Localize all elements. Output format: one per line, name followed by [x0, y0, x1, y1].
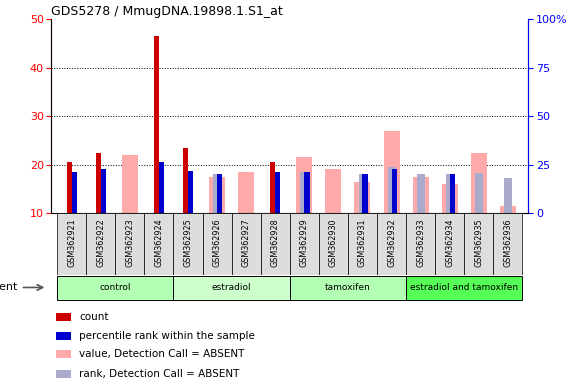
- Bar: [213, 174, 221, 213]
- Bar: [217, 174, 222, 213]
- Text: GSM362927: GSM362927: [242, 218, 251, 267]
- Text: value, Detection Call = ABSENT: value, Detection Call = ABSENT: [79, 349, 244, 359]
- FancyBboxPatch shape: [464, 213, 493, 275]
- Bar: [57, 370, 71, 378]
- Bar: [500, 206, 516, 213]
- FancyBboxPatch shape: [174, 213, 203, 275]
- FancyBboxPatch shape: [57, 213, 86, 275]
- Bar: [72, 172, 77, 213]
- Bar: [154, 36, 159, 213]
- Bar: [184, 174, 192, 213]
- Bar: [304, 172, 309, 213]
- Text: GSM362932: GSM362932: [387, 218, 396, 266]
- FancyBboxPatch shape: [377, 213, 406, 275]
- FancyBboxPatch shape: [203, 213, 232, 275]
- Bar: [57, 350, 71, 358]
- Bar: [384, 131, 400, 213]
- Text: percentile rank within the sample: percentile rank within the sample: [79, 331, 255, 341]
- FancyBboxPatch shape: [290, 213, 319, 275]
- Bar: [359, 174, 367, 213]
- Text: GSM362925: GSM362925: [183, 218, 192, 267]
- Bar: [159, 162, 164, 213]
- FancyBboxPatch shape: [406, 213, 435, 275]
- Bar: [442, 184, 458, 213]
- FancyBboxPatch shape: [261, 213, 290, 275]
- Text: GSM362921: GSM362921: [67, 218, 77, 266]
- FancyBboxPatch shape: [57, 276, 174, 300]
- Bar: [57, 332, 71, 340]
- Bar: [388, 167, 396, 213]
- Bar: [471, 152, 486, 213]
- Bar: [270, 162, 275, 213]
- Text: GSM362936: GSM362936: [503, 218, 512, 266]
- Text: GSM362929: GSM362929: [300, 218, 309, 267]
- Bar: [209, 177, 225, 213]
- Bar: [300, 172, 308, 213]
- FancyBboxPatch shape: [319, 213, 348, 275]
- Bar: [413, 177, 429, 213]
- Text: GSM362928: GSM362928: [271, 218, 280, 266]
- Text: tamoxifen: tamoxifen: [325, 283, 371, 292]
- Bar: [122, 155, 138, 213]
- Bar: [363, 174, 368, 213]
- FancyBboxPatch shape: [144, 213, 174, 275]
- Text: agent: agent: [0, 283, 18, 293]
- Text: GSM362933: GSM362933: [416, 218, 425, 266]
- Bar: [355, 182, 371, 213]
- Text: GSM362931: GSM362931: [358, 218, 367, 266]
- Text: GSM362926: GSM362926: [212, 218, 222, 266]
- FancyBboxPatch shape: [348, 213, 377, 275]
- FancyBboxPatch shape: [174, 276, 290, 300]
- Text: GSM362935: GSM362935: [475, 218, 483, 266]
- Text: GSM362934: GSM362934: [445, 218, 454, 266]
- Bar: [325, 169, 341, 213]
- Text: estradiol: estradiol: [212, 283, 251, 292]
- Text: GSM362922: GSM362922: [96, 218, 105, 267]
- Bar: [417, 174, 424, 213]
- Bar: [66, 162, 72, 213]
- Bar: [450, 174, 455, 213]
- FancyBboxPatch shape: [115, 213, 144, 275]
- Bar: [101, 169, 106, 213]
- FancyBboxPatch shape: [435, 213, 464, 275]
- Bar: [57, 313, 71, 321]
- Bar: [188, 171, 193, 213]
- Text: GSM362923: GSM362923: [126, 218, 134, 266]
- FancyBboxPatch shape: [86, 213, 115, 275]
- Bar: [475, 173, 482, 213]
- Bar: [504, 178, 512, 213]
- Text: GSM362924: GSM362924: [155, 218, 163, 266]
- Bar: [238, 172, 254, 213]
- FancyBboxPatch shape: [290, 276, 406, 300]
- Text: estradiol and tamoxifen: estradiol and tamoxifen: [410, 283, 518, 292]
- FancyBboxPatch shape: [232, 213, 261, 275]
- FancyBboxPatch shape: [406, 276, 522, 300]
- Text: GSM362930: GSM362930: [329, 218, 338, 266]
- Text: GDS5278 / MmugDNA.19898.1.S1_at: GDS5278 / MmugDNA.19898.1.S1_at: [51, 5, 283, 18]
- Text: rank, Detection Call = ABSENT: rank, Detection Call = ABSENT: [79, 369, 239, 379]
- Bar: [392, 169, 397, 213]
- Bar: [446, 174, 453, 213]
- FancyBboxPatch shape: [493, 213, 522, 275]
- Text: count: count: [79, 312, 108, 322]
- Bar: [183, 148, 188, 213]
- Bar: [275, 172, 280, 213]
- Bar: [296, 157, 312, 213]
- Bar: [95, 152, 101, 213]
- Text: control: control: [99, 283, 131, 292]
